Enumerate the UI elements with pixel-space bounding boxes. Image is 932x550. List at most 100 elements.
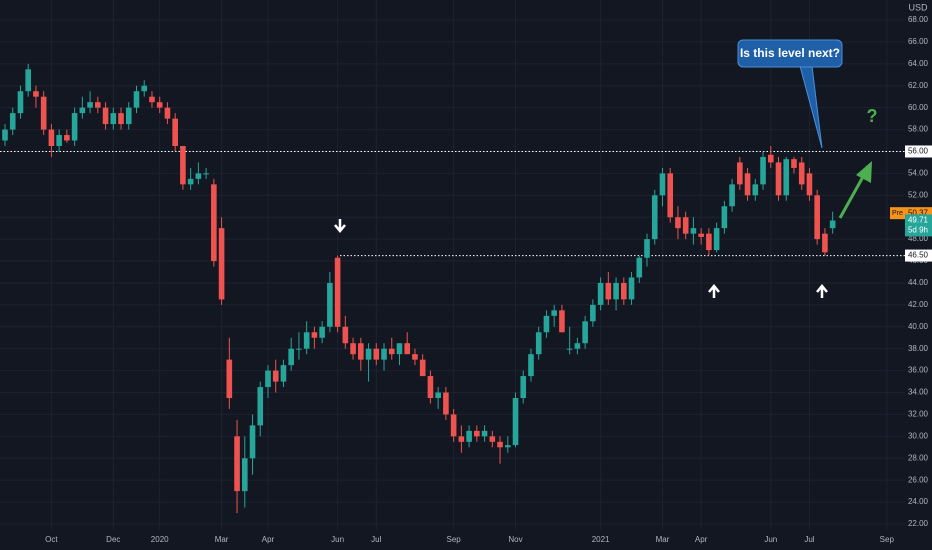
last-price: 49.71 xyxy=(908,216,929,225)
candle-body xyxy=(381,348,387,360)
level-tag xyxy=(905,145,932,158)
candle-body xyxy=(528,354,534,377)
y-tick-label: 30.00 xyxy=(908,431,929,440)
candle-body xyxy=(682,217,689,234)
candle-body xyxy=(551,310,557,316)
candle-body xyxy=(218,228,225,300)
candle-body xyxy=(125,107,132,125)
candle-body xyxy=(257,387,264,426)
x-tick-label: 2021 xyxy=(592,535,610,544)
y-tick-label: 62.00 xyxy=(908,81,929,90)
candle-body xyxy=(497,441,503,448)
x-tick-label: Sep xyxy=(880,535,895,544)
candle-body xyxy=(504,445,511,448)
x-tick-label: Apr xyxy=(262,535,275,544)
candle-body xyxy=(597,282,604,305)
y-tick-label: 24.00 xyxy=(908,497,929,506)
candle-body xyxy=(427,376,434,398)
y-tick-label: 34.00 xyxy=(908,388,929,397)
candle-body xyxy=(303,332,310,349)
currency-label: USD xyxy=(908,2,928,12)
candle-body xyxy=(806,173,813,196)
candle-body xyxy=(373,348,380,360)
candle-body xyxy=(559,310,565,333)
candle-body xyxy=(752,184,759,196)
candle-body xyxy=(9,113,16,130)
x-tick-label: Dec xyxy=(106,535,120,544)
y-tick-label: 22.00 xyxy=(908,519,929,528)
candle-body xyxy=(25,69,32,92)
pre-value: 50.37 xyxy=(908,208,929,217)
candle-body xyxy=(651,195,658,240)
candle-body xyxy=(249,425,256,459)
x-tick-label: 2020 xyxy=(151,535,169,544)
candle-body xyxy=(644,239,650,258)
x-tick-label: Jun xyxy=(331,535,344,544)
candle-body xyxy=(95,102,101,108)
y-tick-label: 28.00 xyxy=(908,453,929,462)
candle-body xyxy=(412,354,418,360)
candle-body xyxy=(404,343,411,355)
y-tick-label: 44.00 xyxy=(908,278,929,287)
x-tick-label: Mar xyxy=(656,535,670,544)
candle-body xyxy=(133,91,140,108)
candle-body xyxy=(110,113,117,125)
projection-arrow xyxy=(838,174,866,219)
candle-body xyxy=(319,326,325,338)
candle-body xyxy=(241,458,248,492)
candle-body xyxy=(172,118,178,146)
candle-body xyxy=(87,102,93,108)
candle-body xyxy=(195,173,202,179)
candle-body xyxy=(481,430,488,437)
x-tick-label: Mar xyxy=(215,535,229,544)
candle-body xyxy=(180,146,186,185)
candle-body xyxy=(566,348,573,350)
y-tick-label: 32.00 xyxy=(908,410,929,419)
candle-body xyxy=(744,173,751,196)
x-tick-label: Jun xyxy=(764,535,777,544)
y-tick-label: 52.00 xyxy=(908,190,929,199)
candle-body xyxy=(775,162,782,196)
x-tick-label: Jul xyxy=(804,535,814,544)
countdown: 5d 9h xyxy=(908,226,928,235)
candle-body xyxy=(396,343,403,355)
candle-body xyxy=(783,159,790,196)
candle-body xyxy=(17,91,24,114)
candle-body xyxy=(79,107,86,114)
candle-body xyxy=(365,348,372,360)
callout-box xyxy=(737,39,843,68)
candle-body xyxy=(798,162,805,185)
candle-body xyxy=(358,343,364,360)
axis: 22.00 24.00 26.00 28.00 30.00 32.00 34.00 36.00… xyxy=(45,15,932,544)
pre-tag xyxy=(890,207,905,220)
candle-body xyxy=(40,96,47,130)
up-arrow xyxy=(816,284,828,298)
candle-body xyxy=(520,376,527,398)
candle-body xyxy=(33,91,39,97)
candle-body xyxy=(187,178,194,185)
y-tick-label: 66.00 xyxy=(908,37,929,46)
candle-body xyxy=(149,96,155,103)
y-tick-label: 64.00 xyxy=(908,59,929,68)
level-label: 56.00 xyxy=(908,147,929,156)
candle-body xyxy=(675,217,681,229)
candle-body xyxy=(102,107,109,125)
candle-body xyxy=(698,233,704,237)
candle-body xyxy=(296,348,302,350)
candle-body xyxy=(450,414,457,437)
candle-body xyxy=(288,348,294,366)
y-tick-label: 48.00 xyxy=(908,234,929,243)
candle-body xyxy=(327,282,333,327)
down-arrow xyxy=(334,219,346,233)
candle-body xyxy=(690,228,697,234)
candle-body xyxy=(721,206,728,229)
candle-body xyxy=(706,233,712,251)
candle-body xyxy=(737,162,743,185)
x-tick-label: Nov xyxy=(508,535,522,544)
candle-body xyxy=(234,436,240,492)
x-tick-label: Jul xyxy=(371,535,381,544)
levels xyxy=(0,150,905,257)
candle-body xyxy=(621,282,627,300)
candle-body xyxy=(466,430,472,442)
y-tick-label: 36.00 xyxy=(908,366,929,375)
